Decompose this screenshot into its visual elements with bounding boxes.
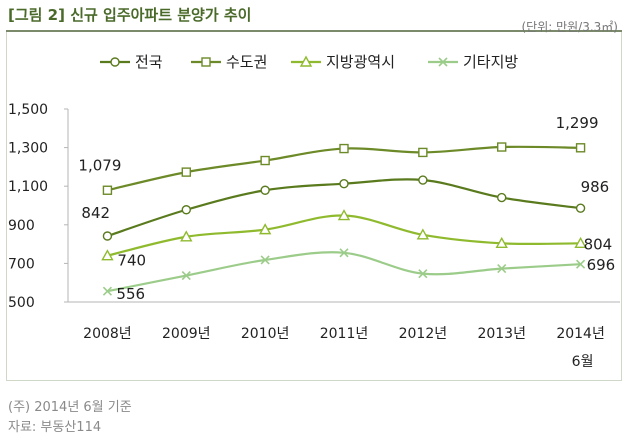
y-tick-label: 900 <box>8 218 35 234</box>
data-point <box>101 249 114 261</box>
y-tick-label: 700 <box>8 256 35 272</box>
legend-marker <box>438 57 448 67</box>
data-point <box>339 143 349 154</box>
legend-label: 전국 <box>135 53 163 71</box>
legend-label: 수도권 <box>226 53 267 71</box>
data-label: 986 <box>581 178 610 196</box>
data-point <box>339 248 349 258</box>
data-point <box>575 203 586 213</box>
data-label: 1,299 <box>556 114 599 132</box>
data-label: 740 <box>117 252 146 270</box>
data-point <box>102 231 113 241</box>
legend-label: 기타지방 <box>463 53 518 71</box>
x-tick-label: 2009년 <box>162 326 211 342</box>
data-point <box>495 236 508 249</box>
data-point <box>181 167 191 177</box>
data-point <box>576 259 586 269</box>
basis-note: (주) 2014년 6월 기준 <box>8 400 132 415</box>
data-point <box>497 142 507 152</box>
x-tick-label: 2014년 <box>556 326 605 342</box>
data-point <box>181 205 191 215</box>
chart-title: [그림 2] 신규 입주아파트 분양가 추이 <box>8 6 252 24</box>
data-point <box>260 155 270 166</box>
x-tick-label: 2013년 <box>477 326 526 342</box>
x-tick-label: 2012년 <box>399 326 448 342</box>
data-point <box>339 178 349 189</box>
data-point <box>575 143 586 153</box>
data-point <box>574 236 587 249</box>
data-point <box>102 286 112 296</box>
x-tick-sublabel: 6월 <box>572 354 594 370</box>
data-label: 842 <box>81 204 110 222</box>
data-point <box>181 270 191 281</box>
data-point <box>102 185 113 195</box>
y-tick-label: 1,300 <box>8 141 48 157</box>
data-label: 804 <box>584 235 613 253</box>
unit-label: (단위: 만원/3.3㎡) <box>521 20 618 34</box>
data-point <box>258 223 272 235</box>
source-note: 자료: 부동산114 <box>8 420 102 435</box>
data-label: 556 <box>116 285 145 303</box>
data-point <box>260 185 270 195</box>
data-point <box>418 175 428 185</box>
data-label: 696 <box>587 256 616 274</box>
data-point <box>418 147 428 158</box>
y-tick-label: 500 <box>8 295 35 311</box>
data-point <box>416 228 430 240</box>
series-line <box>107 251 581 293</box>
chart-frame <box>6 32 622 381</box>
x-tick-label: 2008년 <box>83 326 132 342</box>
legend-marker <box>110 57 120 67</box>
data-label: 1,079 <box>78 156 121 174</box>
data-point <box>337 209 351 221</box>
series-line <box>107 214 581 257</box>
data-point <box>260 255 270 265</box>
data-point <box>418 269 428 279</box>
title-divider <box>6 30 622 32</box>
data-point <box>180 230 193 242</box>
legend-marker <box>201 57 211 67</box>
y-tick-label: 1,500 <box>8 102 48 118</box>
x-tick-label: 2010년 <box>241 326 290 342</box>
data-point <box>497 264 507 274</box>
y-tick-label: 1,100 <box>8 179 48 195</box>
data-point <box>497 192 507 203</box>
legend-marker <box>299 55 313 67</box>
legend-label: 지방광역시 <box>326 53 395 71</box>
x-tick-label: 2011년 <box>320 326 369 342</box>
